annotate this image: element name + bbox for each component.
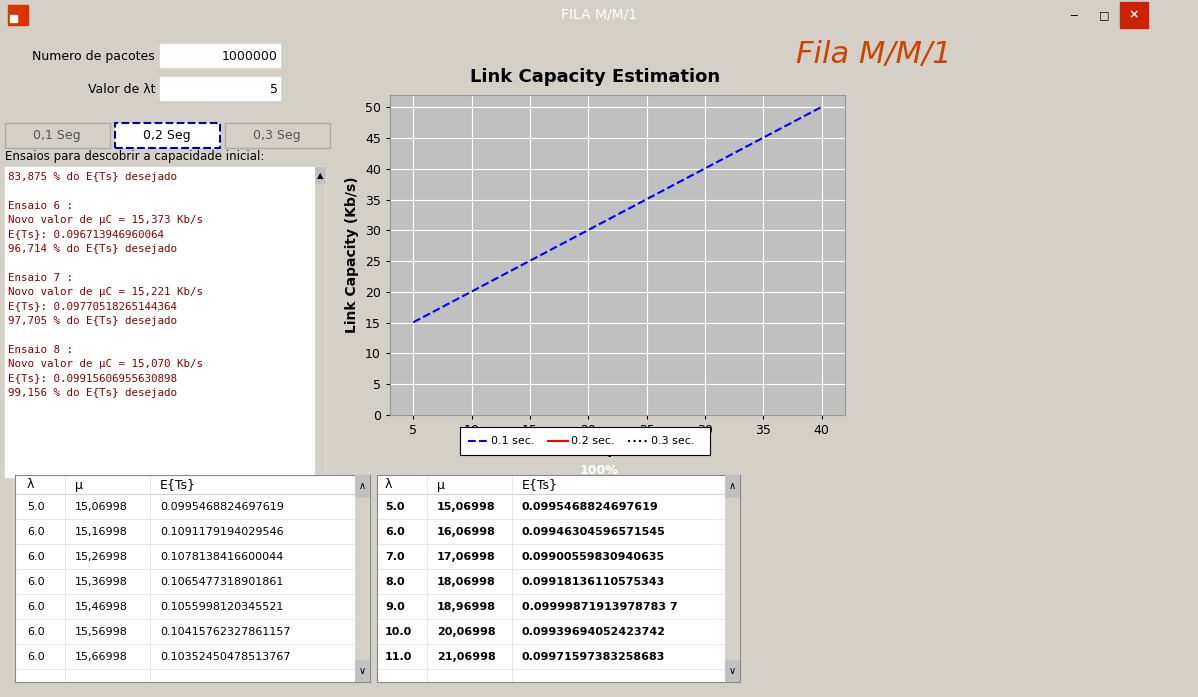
Text: □: □: [1099, 10, 1109, 20]
Text: 100%: 100%: [580, 464, 618, 477]
Text: ∨: ∨: [358, 666, 365, 676]
Bar: [1120, 2, 1148, 28]
Text: 0.09946304596571545: 0.09946304596571545: [522, 527, 666, 537]
Text: E{Ts}: E{Ts}: [522, 479, 558, 491]
Text: 11.0: 11.0: [385, 652, 412, 662]
Text: 6.0: 6.0: [28, 577, 44, 587]
Bar: [725, 475, 740, 682]
Text: 5.0: 5.0: [28, 502, 44, 512]
Bar: [725, 475, 740, 497]
Bar: [1060, 2, 1088, 28]
Bar: [8, 5, 28, 25]
FancyBboxPatch shape: [225, 123, 329, 148]
Bar: [725, 660, 740, 682]
Text: 21,06998: 21,06998: [437, 652, 496, 662]
Text: 1000000: 1000000: [222, 49, 278, 63]
Text: 0.10415762327861157: 0.10415762327861157: [161, 627, 290, 637]
Text: FILA M/M/1: FILA M/M/1: [561, 8, 637, 22]
FancyBboxPatch shape: [115, 123, 220, 148]
Bar: [161, 44, 280, 67]
Text: ∧: ∧: [358, 481, 365, 491]
Text: 0,1 Seg: 0,1 Seg: [34, 129, 80, 141]
Text: Ensaios para descobrir a capacidade inicial:: Ensaios para descobrir a capacidade inic…: [5, 150, 265, 162]
Bar: [10, 15, 17, 22]
Text: 0.0995468824697619: 0.0995468824697619: [161, 502, 284, 512]
Text: 15,06998: 15,06998: [437, 502, 496, 512]
Text: 0.1091179194029546: 0.1091179194029546: [161, 527, 284, 537]
Text: 6.0: 6.0: [28, 652, 44, 662]
Text: ×: ×: [1129, 8, 1139, 22]
Text: 0,2 Seg: 0,2 Seg: [144, 129, 190, 141]
Text: 10.0: 10.0: [385, 627, 412, 637]
Text: λ: λ: [28, 479, 35, 491]
Text: 0.1055998120345521: 0.1055998120345521: [161, 602, 284, 612]
Text: 0,3 Seg: 0,3 Seg: [253, 129, 301, 141]
Text: 15,66998: 15,66998: [75, 652, 128, 662]
Text: 8.0: 8.0: [385, 577, 405, 587]
Text: 0.2 sec.: 0.2 sec.: [571, 436, 615, 446]
Text: 0.3 sec.: 0.3 sec.: [651, 436, 695, 446]
Text: 0.0995468824697619: 0.0995468824697619: [522, 502, 659, 512]
Text: 7.0: 7.0: [385, 552, 405, 562]
Text: ─: ─: [1071, 10, 1077, 20]
Text: 0.09900559830940635: 0.09900559830940635: [522, 552, 665, 562]
Text: 15,56998: 15,56998: [75, 627, 128, 637]
Text: ∧: ∧: [728, 481, 736, 491]
Text: 6.0: 6.0: [28, 602, 44, 612]
Text: 18,06998: 18,06998: [437, 577, 496, 587]
Text: μ: μ: [75, 479, 83, 491]
Text: 6.0: 6.0: [28, 552, 44, 562]
Text: 0.09971597383258683: 0.09971597383258683: [522, 652, 665, 662]
Text: λ: λ: [385, 479, 393, 491]
Text: 16,06998: 16,06998: [437, 527, 496, 537]
Text: μ: μ: [437, 479, 444, 491]
Text: 20,06998: 20,06998: [437, 627, 496, 637]
Bar: [1090, 2, 1118, 28]
Text: 0.1 sec.: 0.1 sec.: [491, 436, 534, 446]
FancyBboxPatch shape: [5, 123, 110, 148]
Bar: [5, 167, 325, 477]
Text: 15,46998: 15,46998: [75, 602, 128, 612]
Text: 0.1078138416600044: 0.1078138416600044: [161, 552, 284, 562]
Text: 5: 5: [270, 84, 278, 96]
Text: 0.10352450478513767: 0.10352450478513767: [161, 652, 290, 662]
Bar: [355, 475, 370, 682]
Bar: [315, 167, 325, 477]
Text: 6.0: 6.0: [28, 627, 44, 637]
Text: 17,06998: 17,06998: [437, 552, 496, 562]
Text: 0.09999871913978783 7: 0.09999871913978783 7: [522, 602, 678, 612]
Y-axis label: Link Capacity (Kb/s): Link Capacity (Kb/s): [345, 176, 359, 333]
Text: Link Capacity Estimation: Link Capacity Estimation: [470, 68, 720, 86]
Text: Numero de pacotes: Numero de pacotes: [32, 49, 155, 63]
X-axis label: Packet Input Rate, λt: Packet Input Rate, λt: [534, 443, 701, 457]
Text: ∨: ∨: [728, 666, 736, 676]
Text: 15,06998: 15,06998: [75, 502, 128, 512]
Text: 6.0: 6.0: [28, 527, 44, 537]
Text: 9.0: 9.0: [385, 602, 405, 612]
Bar: [355, 660, 370, 682]
Text: E{Ts}: E{Ts}: [161, 479, 196, 491]
Text: 0.09918136110575343: 0.09918136110575343: [522, 577, 665, 587]
Text: 15,36998: 15,36998: [75, 577, 128, 587]
Bar: [355, 475, 370, 497]
Text: 18,96998: 18,96998: [437, 602, 496, 612]
Text: Fila M/M/1: Fila M/M/1: [797, 40, 952, 70]
Text: 0.09939694052423742: 0.09939694052423742: [522, 627, 666, 637]
Text: ▲: ▲: [316, 171, 323, 180]
Text: 6.0: 6.0: [385, 527, 405, 537]
Text: 0.1065477318901861: 0.1065477318901861: [161, 577, 284, 587]
Text: 83,875 % do E{Ts} desejado

Ensaio 6 :
Novo valor de μC = 15,373 Kb/s
E{Ts}: 0.0: 83,875 % do E{Ts} desejado Ensaio 6 : No…: [8, 172, 202, 398]
Text: 15,16998: 15,16998: [75, 527, 128, 537]
Bar: [315, 167, 325, 183]
Text: 15,26998: 15,26998: [75, 552, 128, 562]
Bar: [161, 77, 280, 100]
Text: Valor de λt: Valor de λt: [87, 84, 155, 96]
Text: 5.0: 5.0: [385, 502, 405, 512]
